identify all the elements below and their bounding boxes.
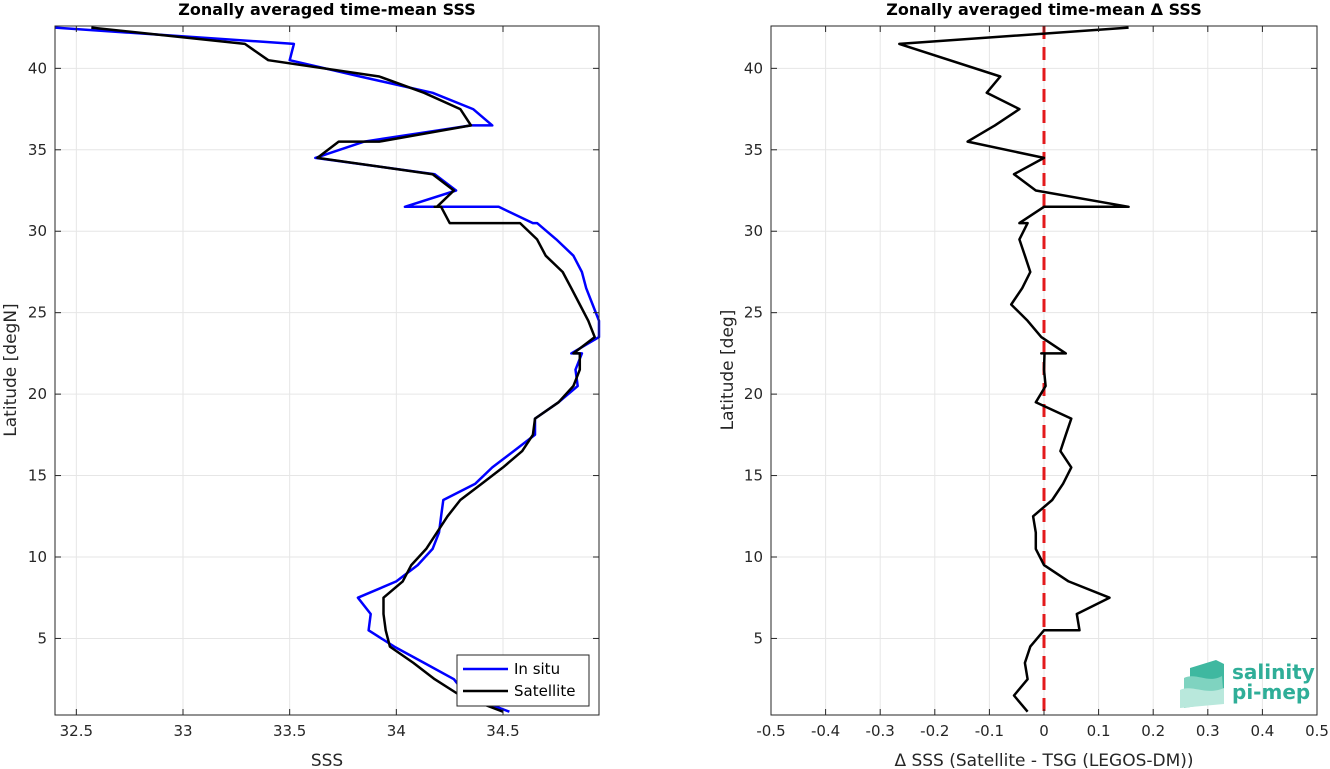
y-tick-label: 35 [744, 141, 763, 159]
right-chart-delta-sss-profile: -0.5 -0.4 -0.3 -0.2 -0.1 0 0.1 0.2 0.3 0.4 0.5 5 10 1… [718, 0, 1329, 769]
series-satellite-line [91, 26, 596, 713]
x-tick-label: -0.5 [756, 722, 785, 740]
legend-satellite-label: Satellite [514, 682, 575, 700]
right-ticks: -0.5 -0.4 -0.3 -0.2 -0.1 0 0.1 0.2 0.3 0.4 0.5 5 10 1… [744, 26, 1329, 740]
x-tick-label: 0.1 [1087, 722, 1111, 740]
y-tick-label: 15 [744, 467, 763, 485]
x-tick-label: 33 [173, 722, 192, 740]
y-tick-label: 40 [744, 59, 763, 77]
y-tick-label: 10 [28, 548, 47, 566]
left-x-axis-label: SSS [311, 751, 343, 769]
x-tick-label: 0.5 [1305, 722, 1329, 740]
x-tick-label: 34 [387, 722, 406, 740]
series-delta-sss-line [898, 26, 1130, 713]
x-tick-label: 32.5 [60, 722, 93, 740]
y-tick-label: 40 [28, 59, 47, 77]
y-tick-label: 30 [28, 222, 47, 240]
x-tick-label: 0 [1039, 722, 1049, 740]
left-ticks: 32.5 33 33.5 34 34.5 5 10 15 20 25 30 35 40 [28, 26, 599, 740]
x-tick-label: 33.5 [273, 722, 306, 740]
left-chart-sss-profile: 32.5 33 33.5 34 34.5 5 10 15 20 25 30 35 40 Zonally … [1, 0, 601, 769]
logo-line-1: salinity [1232, 660, 1315, 684]
x-tick-label: -0.1 [975, 722, 1004, 740]
left-chart-title: Zonally averaged time-mean SSS [178, 0, 476, 19]
x-tick-label: 0.3 [1196, 722, 1220, 740]
salinity-pi-mep-logo: salinity pi-mep [1180, 660, 1315, 708]
right-x-axis-label: Δ SSS (Satellite - TSG (LEGOS-DM)) [894, 751, 1193, 769]
logo-line-2: pi-mep [1232, 680, 1310, 704]
y-tick-label: 15 [28, 467, 47, 485]
x-tick-label: -0.3 [866, 722, 895, 740]
x-tick-label: 0.2 [1141, 722, 1165, 740]
y-tick-label: 35 [28, 141, 47, 159]
y-tick-label: 30 [744, 222, 763, 240]
right-series-group [898, 26, 1130, 713]
y-tick-label: 20 [744, 385, 763, 403]
y-tick-label: 25 [744, 304, 763, 322]
x-tick-label: 34.5 [486, 722, 519, 740]
x-tick-label: -0.4 [811, 722, 840, 740]
y-tick-label: 5 [753, 629, 763, 647]
left-plot-frame [54, 25, 600, 716]
left-legend: In situ Satellite [456, 654, 590, 707]
legend-box [456, 654, 590, 707]
left-y-axis-label: Latitude [degN] [1, 303, 21, 436]
salinity-wave-logo-icon [1180, 660, 1224, 708]
y-tick-label: 10 [744, 548, 763, 566]
x-tick-label: -0.2 [920, 722, 949, 740]
y-tick-label: 25 [28, 304, 47, 322]
legend-in-situ-label: In situ [514, 660, 560, 678]
left-plot-area [55, 26, 599, 715]
y-tick-label: 5 [37, 629, 47, 647]
x-tick-label: 0.4 [1250, 722, 1274, 740]
right-y-axis-label: Latitude [deg] [718, 310, 738, 431]
right-chart-title: Zonally averaged time-mean Δ SSS [886, 0, 1202, 19]
y-tick-label: 20 [28, 385, 47, 403]
